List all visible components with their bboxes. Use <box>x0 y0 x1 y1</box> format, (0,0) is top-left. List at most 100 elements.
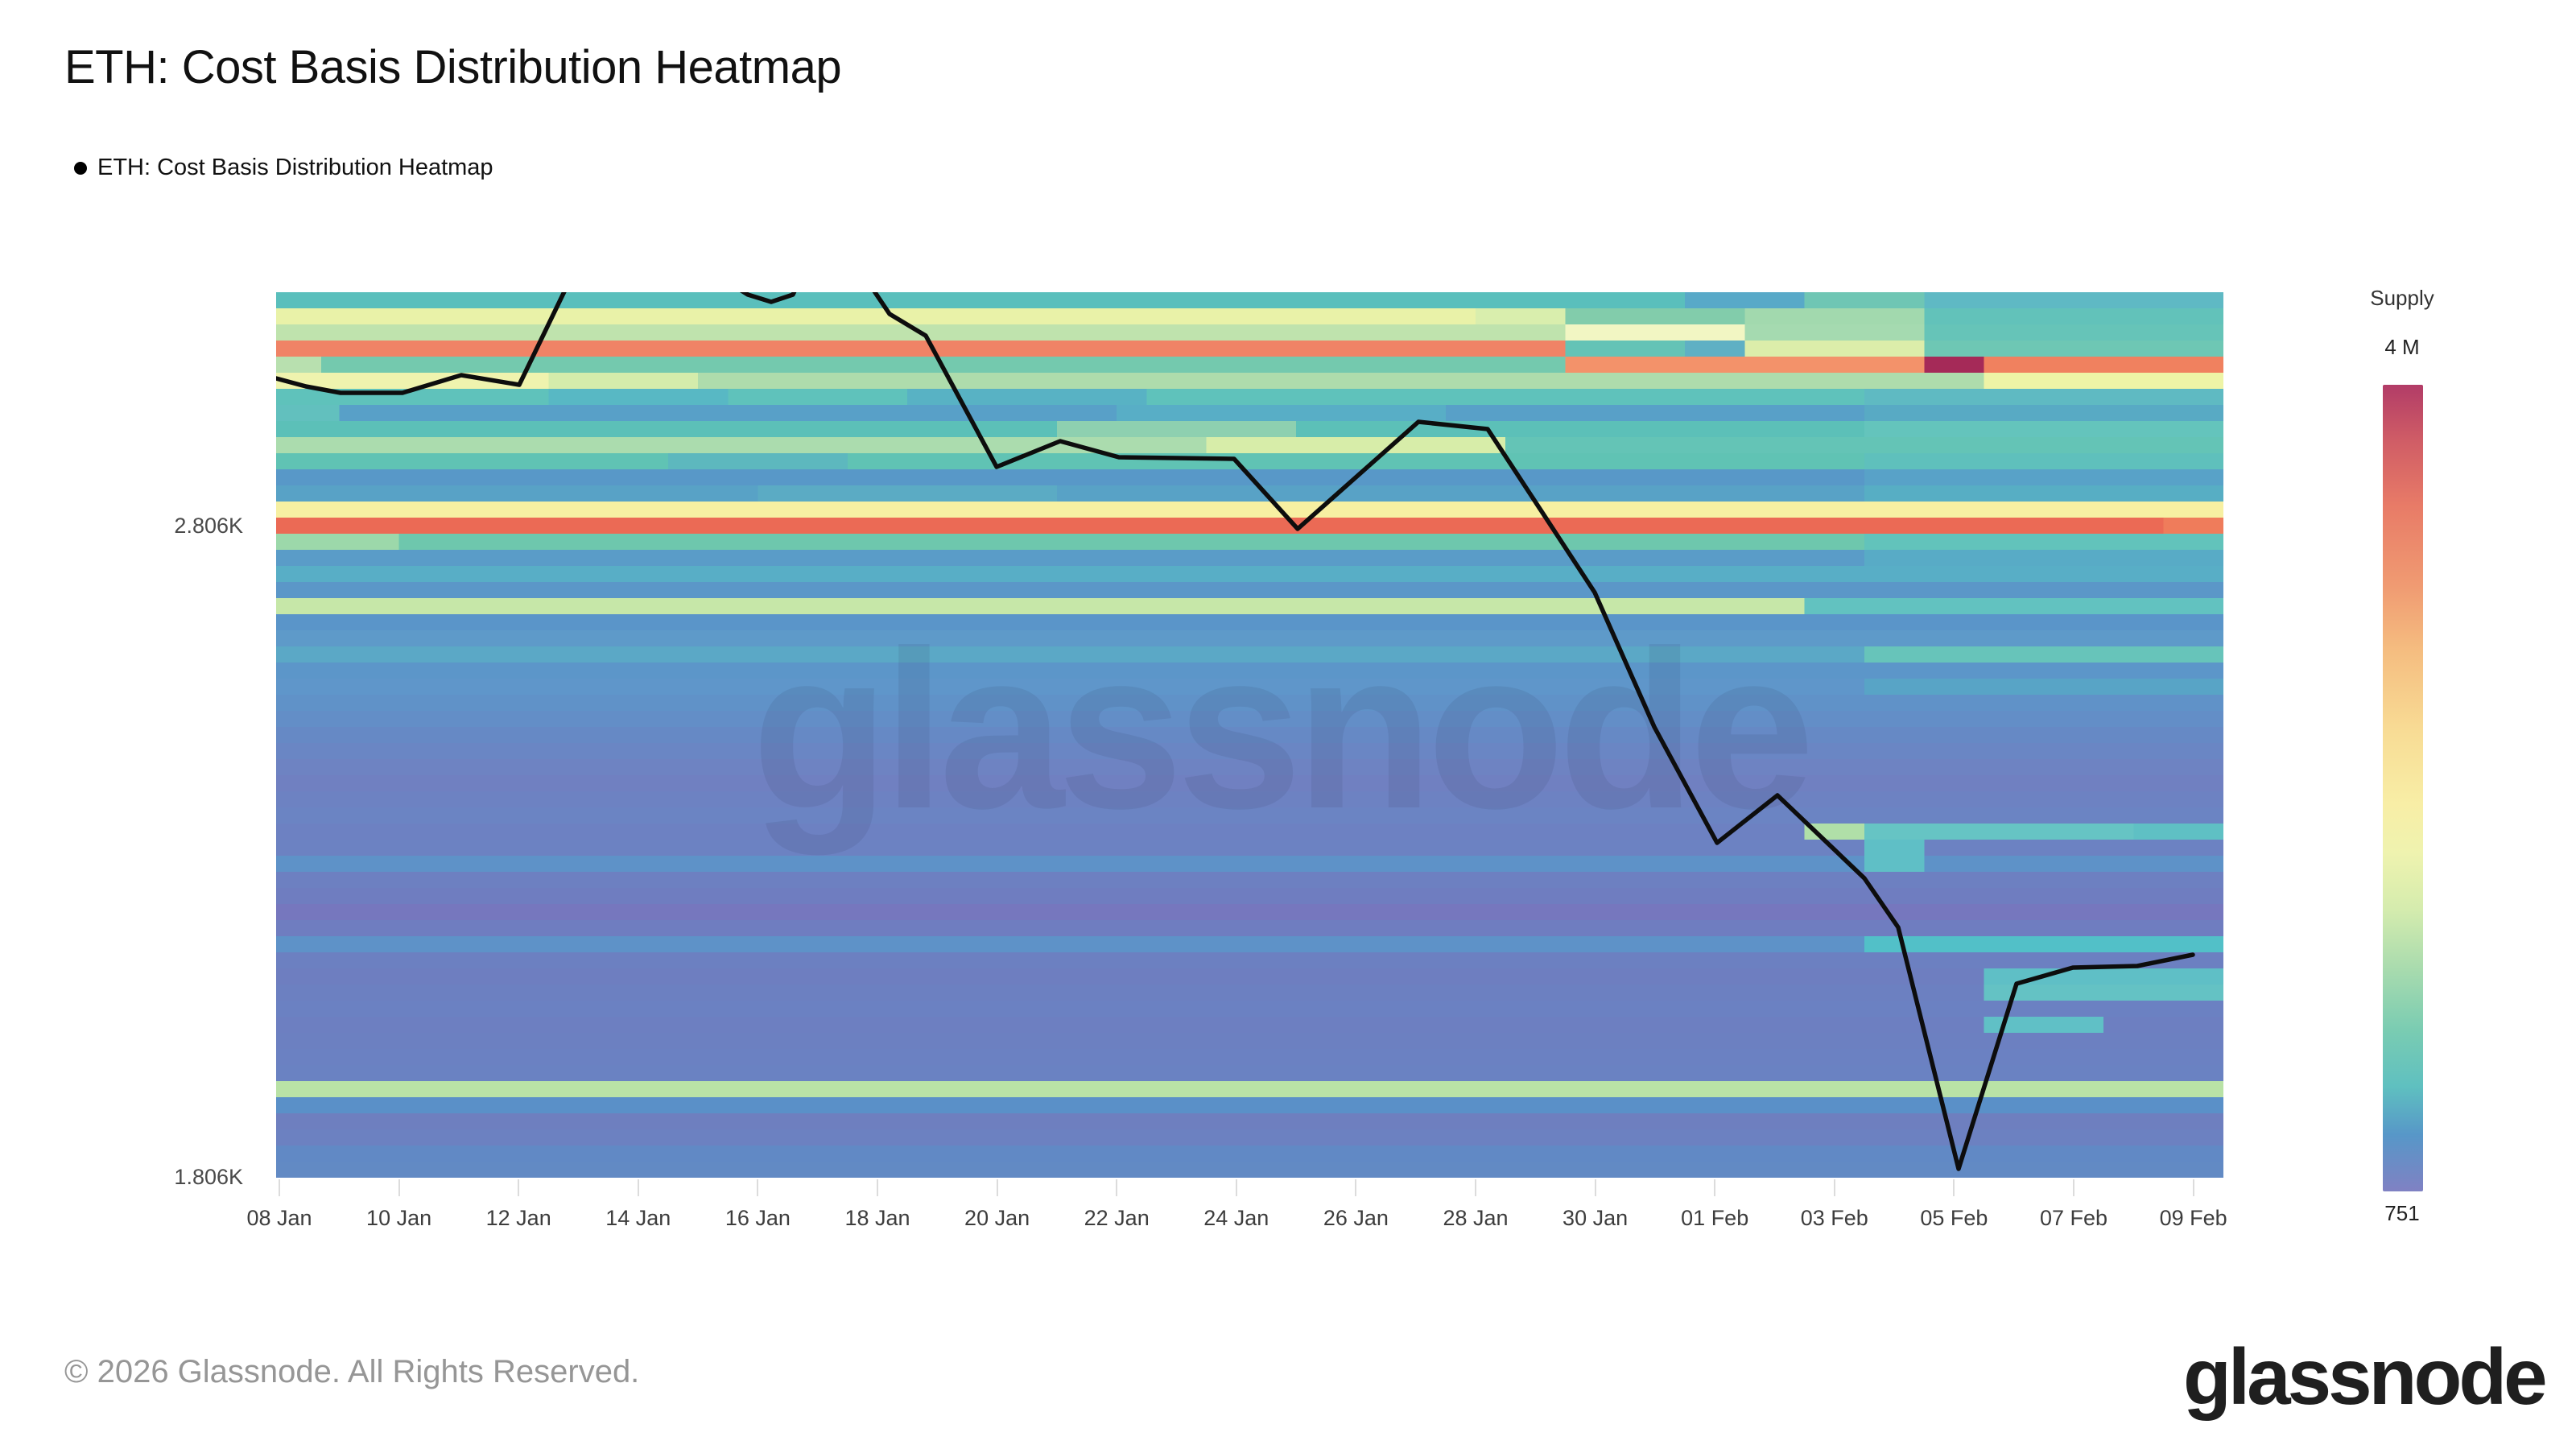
heatmap-cell <box>276 711 2223 728</box>
heatmap-cell <box>276 775 2223 792</box>
heatmap-cell <box>1984 968 2223 985</box>
heatmap-cell <box>667 453 848 470</box>
heatmap-cell <box>276 743 2223 760</box>
x-axis-label: 08 Jan <box>246 1206 312 1230</box>
heatmap-cell <box>1864 679 2223 696</box>
heatmap-cell <box>1924 324 2223 341</box>
heatmap-cell <box>276 518 2223 535</box>
heatmap-cell <box>276 582 2223 599</box>
heatmap-cell <box>276 840 2223 857</box>
x-axis-label: 10 Jan <box>366 1206 432 1230</box>
heatmap-cell <box>276 952 2223 969</box>
colorbar-title: Supply <box>2370 286 2434 310</box>
heatmap-cell <box>276 1162 2223 1178</box>
heatmap-cell <box>276 1097 2223 1114</box>
x-axis-label: 26 Jan <box>1323 1206 1389 1230</box>
x-axis-tick <box>996 1179 998 1196</box>
heatmap-cell <box>276 1049 2223 1066</box>
heatmap-cell <box>276 630 2223 647</box>
heatmap-cell <box>1864 389 2223 406</box>
heatmap-cell <box>1804 598 2223 615</box>
heatmap-cell <box>276 1033 2223 1050</box>
heatmap-cell <box>276 357 322 374</box>
x-axis-tick <box>877 1179 878 1196</box>
heatmap-cell <box>276 373 2223 390</box>
heatmap-cell <box>276 534 399 551</box>
heatmap-cell <box>276 1113 2223 1130</box>
heatmap-cells <box>276 292 2223 1178</box>
heatmap-cell <box>276 936 2223 953</box>
heatmap-cell <box>276 1129 2223 1146</box>
heatmap-cell <box>276 888 2223 905</box>
heatmap-cell <box>276 1017 2223 1034</box>
heatmap-cell <box>276 920 2223 937</box>
heatmap-cell <box>1864 469 2223 486</box>
heatmap-cell <box>276 663 2223 679</box>
colorbar-min-label: 751 <box>2384 1201 2420 1225</box>
heatmap-cell <box>1864 421 2223 438</box>
legend-item[interactable]: ETH: Cost Basis Distribution Heatmap <box>74 155 493 181</box>
heatmap-cell <box>1206 437 1506 454</box>
heatmap-cell <box>276 598 2223 615</box>
heatmap-cell <box>1864 485 2223 502</box>
heatmap-cell <box>276 1001 2223 1018</box>
x-axis-tick <box>1355 1179 1357 1196</box>
legend-label: ETH: Cost Basis Distribution Heatmap <box>97 155 493 180</box>
heatmap-cell <box>276 807 2223 824</box>
colorbar-gradient <box>2383 385 2423 1191</box>
x-axis-tick <box>398 1179 400 1196</box>
y-axis-label: 2.806K <box>174 514 243 538</box>
x-axis-tick <box>2073 1179 2074 1196</box>
heatmap-cell <box>276 614 2223 631</box>
heatmap-cell <box>1984 1017 2104 1034</box>
x-axis-label: 14 Jan <box>605 1206 671 1230</box>
heatmap-cell <box>1864 405 2223 422</box>
heatmap-cell <box>1864 824 2134 840</box>
heatmap-cell <box>276 904 2223 921</box>
heatmap-cell <box>1864 936 2223 953</box>
heatmap-cell <box>1924 341 2223 357</box>
heatmap-cell <box>1864 453 2223 470</box>
heatmap-cell <box>276 727 2223 744</box>
heatmap-cell <box>907 389 1147 406</box>
heatmap-cell <box>1744 324 1925 341</box>
heatmap-cell <box>1744 341 1925 357</box>
x-axis-tick <box>1714 1179 1716 1196</box>
heatmap-cell <box>276 791 2223 808</box>
heatmap-cell <box>276 1081 2223 1098</box>
heatmap-cell <box>276 759 2223 776</box>
heatmap-cell <box>1685 341 1745 357</box>
x-axis-tick <box>1594 1179 1596 1196</box>
heatmap-cell <box>758 485 1057 502</box>
copyright-text: © 2026 Glassnode. All Rights Reserved. <box>64 1354 640 1389</box>
heatmap-cell <box>1984 357 2223 374</box>
heatmap-cell <box>276 534 2223 551</box>
heatmap-svg: glassnode <box>276 292 2223 1178</box>
x-axis-tick <box>757 1179 759 1196</box>
x-axis-label: 12 Jan <box>485 1206 551 1230</box>
heatmap-cell <box>1864 840 1925 857</box>
heatmap-cell <box>1924 292 2223 309</box>
x-axis-tick <box>2192 1179 2194 1196</box>
x-axis-label: 18 Jan <box>844 1206 910 1230</box>
heatmap-cell <box>1864 550 2223 567</box>
x-axis-tick <box>1235 1179 1237 1196</box>
colorbar-max-label: 4 M <box>2384 335 2420 359</box>
x-axis-tick <box>1953 1179 1955 1196</box>
x-axis-tick <box>518 1179 520 1196</box>
heatmap-cell <box>276 389 2223 406</box>
x-axis-tick <box>1833 1179 1835 1196</box>
heatmap-cell <box>276 968 2223 985</box>
heatmap-cell <box>1924 357 1984 374</box>
heatmap-cell <box>1924 308 2223 325</box>
x-axis-label: 16 Jan <box>724 1206 791 1230</box>
heatmap-cell <box>1984 373 2223 390</box>
heatmap-cell <box>276 872 2223 889</box>
heatmap-cell <box>1565 357 1925 374</box>
heatmap-cell <box>276 566 2223 583</box>
heatmap-cell <box>1565 308 1745 325</box>
heatmap-cell <box>1804 292 1925 309</box>
x-axis-label: 07 Feb <box>2039 1206 2108 1230</box>
chart-plot-area[interactable]: glassnode <box>276 292 2223 1178</box>
